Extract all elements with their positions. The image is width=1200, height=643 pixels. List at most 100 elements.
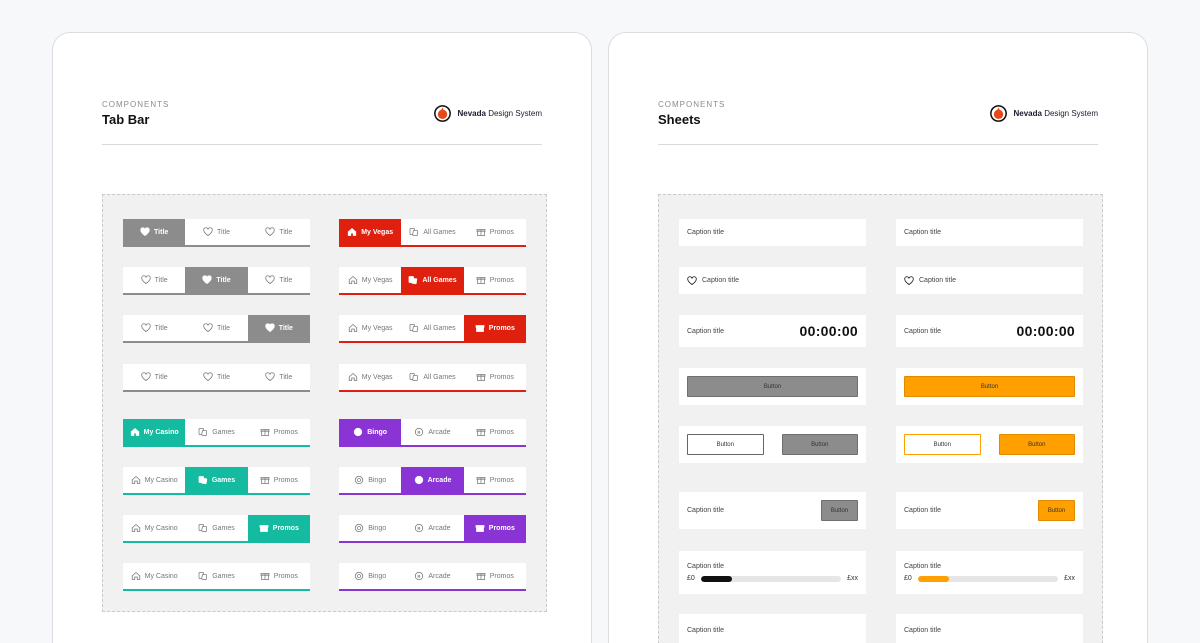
tab-promos[interactable]: Promos bbox=[463, 515, 526, 541]
tab-label: Promos bbox=[273, 572, 298, 580]
gift-icon bbox=[476, 229, 486, 236]
sheet-single-button: Button bbox=[896, 368, 1083, 405]
tab-bingo[interactable]: Bingo bbox=[339, 515, 401, 541]
tab-promos[interactable]: Promos bbox=[464, 467, 526, 493]
tab-promos[interactable]: Promos bbox=[248, 419, 310, 445]
tab-all-games[interactable]: All Games bbox=[401, 364, 463, 390]
tab-title[interactable]: Title bbox=[248, 267, 310, 293]
tab-arcade[interactable]: B Arcade bbox=[401, 515, 463, 541]
svg-text:B: B bbox=[418, 526, 421, 531]
sheets-canvas: Caption title Caption title Caption title 0… bbox=[658, 194, 1103, 643]
tab-arcade[interactable]: B Arcade bbox=[401, 419, 463, 445]
tab-my-casino[interactable]: My Casino bbox=[123, 419, 186, 445]
tab-promos[interactable]: Promos bbox=[463, 315, 526, 341]
nevada-logo-icon bbox=[989, 105, 1007, 122]
games-icon bbox=[408, 276, 418, 285]
tab-my-vegas[interactable]: My Vegas bbox=[339, 219, 402, 245]
tab-title[interactable]: Title bbox=[123, 315, 185, 341]
tab-my-vegas[interactable]: My Vegas bbox=[339, 364, 401, 390]
caption-title: Caption title bbox=[919, 277, 956, 284]
primary-button[interactable]: Button bbox=[821, 500, 858, 521]
tab-promos[interactable]: Promos bbox=[247, 515, 310, 541]
secondary-button[interactable]: Button bbox=[904, 434, 981, 455]
primary-button[interactable]: Button bbox=[687, 376, 858, 397]
tab-my-casino[interactable]: My Casino bbox=[123, 515, 185, 541]
progress-row: £0 £xx bbox=[904, 575, 1075, 582]
tab-title[interactable]: Title bbox=[123, 267, 185, 293]
brand: Nevada Design System bbox=[989, 105, 1098, 122]
tab-all-games[interactable]: All Games bbox=[401, 267, 464, 293]
tab-label: My Vegas bbox=[361, 228, 394, 236]
tab-all-games[interactable]: All Games bbox=[401, 315, 463, 341]
tab-games[interactable]: Games bbox=[185, 419, 247, 445]
tab-my-vegas[interactable]: My Vegas bbox=[339, 267, 401, 293]
tab-my-casino[interactable]: My Casino bbox=[123, 467, 185, 493]
sheet-caption-button: Caption title Button bbox=[896, 492, 1083, 529]
tab-arcade[interactable]: B Arcade bbox=[401, 467, 464, 493]
tab-promos[interactable]: Promos bbox=[464, 267, 526, 293]
tab-title[interactable]: Title bbox=[185, 364, 247, 390]
tab-title[interactable]: Title bbox=[123, 364, 185, 390]
tab-games[interactable]: Games bbox=[185, 467, 248, 493]
progress-fill bbox=[700, 575, 732, 582]
tab-my-casino[interactable]: My Casino bbox=[123, 563, 185, 589]
tab-promos[interactable]: Promos bbox=[248, 467, 310, 493]
sheet-two-buttons: Button Button bbox=[896, 426, 1083, 463]
home-icon bbox=[131, 476, 140, 484]
tab-bar-card: COMPONENTS Tab Bar Nevada Design System … bbox=[52, 32, 592, 643]
secondary-button[interactable]: Button bbox=[687, 434, 764, 455]
tab-bingo[interactable]: Bingo bbox=[339, 563, 401, 589]
tab-title[interactable]: Title bbox=[247, 315, 310, 341]
tab-all-games[interactable]: All Games bbox=[401, 219, 463, 245]
heart-icon-wrap bbox=[687, 275, 697, 286]
tab-label: Arcade bbox=[428, 524, 451, 532]
tab-label: Promos bbox=[489, 228, 514, 236]
primary-button[interactable]: Button bbox=[781, 434, 858, 455]
tab-promos[interactable]: Promos bbox=[464, 364, 526, 390]
tab-title[interactable]: Title bbox=[123, 219, 186, 245]
tab-title[interactable]: Title bbox=[185, 219, 247, 245]
caption-title: Caption title bbox=[687, 327, 724, 335]
tab-bar-teal-1: My Casino Games Promos bbox=[123, 419, 310, 447]
tab-label: Games bbox=[212, 428, 235, 436]
tab-title[interactable]: Title bbox=[248, 364, 310, 390]
primary-button[interactable]: Button bbox=[1038, 500, 1075, 521]
tab-arcade[interactable]: B Arcade bbox=[401, 563, 463, 589]
tab-label: Promos bbox=[489, 276, 514, 284]
sheet-icon-caption: Caption title bbox=[896, 267, 1083, 294]
tab-games[interactable]: Games bbox=[185, 515, 247, 541]
bingo-icon bbox=[355, 475, 364, 485]
progress-fill bbox=[917, 575, 949, 582]
caption-title: Caption title bbox=[904, 229, 941, 236]
bingo-icon bbox=[355, 523, 364, 533]
tab-promos[interactable]: Promos bbox=[464, 219, 526, 245]
tab-title[interactable]: Title bbox=[248, 219, 310, 245]
sheet-caption: Caption title bbox=[896, 219, 1083, 246]
tab-label: Promos bbox=[489, 373, 514, 381]
sheets-card: COMPONENTS Sheets Nevada Design System C… bbox=[608, 32, 1148, 643]
tab-promos[interactable]: Promos bbox=[464, 563, 526, 589]
sheet-single-button: Button bbox=[679, 368, 866, 405]
tab-bingo[interactable]: Bingo bbox=[339, 467, 401, 493]
heart-icon bbox=[141, 275, 151, 284]
sheet-caption-bottom: Caption title bbox=[679, 614, 866, 643]
tab-promos[interactable]: Promos bbox=[248, 563, 310, 589]
tab-games[interactable]: Games bbox=[185, 563, 247, 589]
primary-button[interactable]: Button bbox=[998, 434, 1075, 455]
tab-my-vegas[interactable]: My Vegas bbox=[339, 315, 401, 341]
games-icon bbox=[198, 428, 208, 437]
sheet-timer: Caption title 00:00:00 bbox=[679, 315, 866, 347]
tab-title[interactable]: Title bbox=[185, 267, 248, 293]
tab-title[interactable]: Title bbox=[185, 315, 247, 341]
caption-title: Caption title bbox=[904, 626, 941, 634]
tab-promos[interactable]: Promos bbox=[464, 419, 526, 445]
primary-button[interactable]: Button bbox=[904, 376, 1075, 397]
tab-label: Bingo bbox=[367, 428, 388, 436]
tab-bingo[interactable]: Bingo bbox=[339, 419, 402, 445]
home-icon bbox=[131, 524, 140, 532]
caption-title: Caption title bbox=[904, 507, 941, 514]
tab-bar-red-2: My Vegas All Games Promos bbox=[339, 267, 526, 295]
brand-name: Nevada bbox=[1013, 109, 1042, 118]
caption-title: Caption title bbox=[687, 626, 724, 634]
games-icon bbox=[198, 476, 207, 485]
